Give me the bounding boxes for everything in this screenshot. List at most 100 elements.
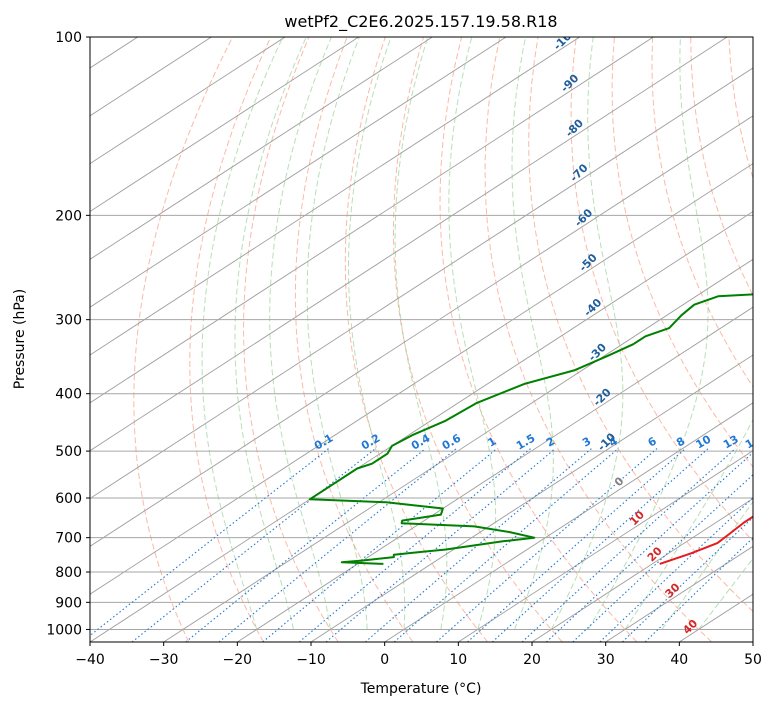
isotherm-line bbox=[90, 37, 359, 213]
dry-adiabat-line bbox=[528, 37, 753, 613]
mixing-ratio-label: 1 bbox=[485, 435, 498, 450]
moist-adiabat-line bbox=[234, 37, 307, 630]
plot-area: 0.10.20.40.611.52346810131620253036-100-… bbox=[90, 37, 775, 642]
mixing-ratio-line bbox=[218, 448, 457, 642]
x-tick-label: −10 bbox=[296, 652, 326, 668]
moist-adiabat-line bbox=[587, 37, 709, 630]
mixing-ratio-label: 0.2 bbox=[359, 432, 382, 453]
isotherm-label: -50 bbox=[577, 251, 600, 274]
y-tick-label: 300 bbox=[55, 313, 82, 329]
moist-adiabat-line bbox=[511, 37, 554, 630]
isotherm-line bbox=[90, 37, 286, 165]
x-axis-ticks: −40 −30 −20 −10 0 10 20 30 40 50 bbox=[75, 642, 762, 668]
isotherm-line bbox=[90, 115, 753, 547]
x-tick-label: 50 bbox=[744, 652, 762, 668]
isotherm-label: 0 bbox=[612, 474, 627, 489]
x-tick-label: 0 bbox=[380, 652, 389, 668]
x-tick-label: 10 bbox=[449, 652, 467, 668]
dewpoint-line bbox=[308, 293, 753, 565]
y-tick-label: 600 bbox=[55, 491, 82, 507]
isotherm-label: -80 bbox=[563, 116, 586, 139]
y-tick-label: 400 bbox=[55, 387, 82, 403]
moist-adiabat-line bbox=[661, 500, 753, 630]
mixing-ratio-label: 10 bbox=[694, 432, 714, 451]
mixing-ratio-line bbox=[599, 497, 753, 642]
mixing-ratio-line bbox=[622, 516, 753, 642]
isotherm-line bbox=[90, 210, 753, 642]
x-tick-label: −30 bbox=[149, 652, 179, 668]
mixing-ratio-line bbox=[325, 448, 556, 642]
mixing-ratio-label: 8 bbox=[674, 435, 687, 450]
moist-adiabat-line bbox=[550, 37, 624, 630]
y-tick-label: 800 bbox=[55, 565, 82, 581]
dry-adiabat-line bbox=[611, 37, 753, 468]
mixing-ratio-line bbox=[521, 448, 736, 642]
dry-adiabat-line bbox=[344, 37, 488, 642]
mixing-ratio-line bbox=[262, 448, 498, 642]
mixing-ratio-line bbox=[393, 448, 619, 642]
dry-adiabat-line bbox=[728, 37, 753, 180]
dry-adiabat-line bbox=[439, 37, 638, 642]
dry-adiabat-line bbox=[393, 37, 563, 642]
dry-adiabat-line bbox=[189, 37, 272, 642]
isotherm-label: -60 bbox=[572, 206, 595, 229]
mixing-ratio-label: 2 bbox=[544, 435, 557, 450]
isotherm-line bbox=[90, 37, 580, 356]
isotherm-line bbox=[163, 258, 753, 642]
isotherm-label: -90 bbox=[558, 71, 581, 94]
mixing-ratio-line bbox=[364, 448, 592, 642]
mixing-ratio-label: 13 bbox=[721, 433, 741, 452]
y-tick-label: 1000 bbox=[46, 622, 82, 638]
mixing-ratio-line bbox=[298, 448, 532, 642]
isotherm-line bbox=[531, 497, 753, 642]
isotherm-line bbox=[90, 37, 507, 308]
moist-adiabat-line bbox=[624, 418, 753, 630]
moist-adiabat-line bbox=[394, 37, 448, 630]
mixing-ratio-label: 16 bbox=[743, 432, 763, 451]
isotherm-label: 10 bbox=[627, 508, 647, 528]
y-tick-label: 500 bbox=[55, 444, 82, 460]
isotherm-line bbox=[90, 37, 212, 117]
y-tick-label: 700 bbox=[55, 531, 82, 547]
isotherm-line bbox=[458, 450, 753, 642]
isotherm-line bbox=[310, 354, 753, 642]
x-axis-label: Temperature (°C) bbox=[360, 681, 482, 697]
isotherms bbox=[90, 37, 753, 642]
profile-series bbox=[308, 293, 753, 565]
y-axis-label: Pressure (hPa) bbox=[12, 289, 28, 389]
moist-adiabat-line bbox=[269, 37, 332, 630]
dry-adiabat-line bbox=[133, 37, 234, 642]
isotherm-line bbox=[90, 37, 654, 404]
isotherm-label: 20 bbox=[645, 544, 665, 564]
isotherm-line bbox=[90, 67, 753, 500]
mixing-ratio-line bbox=[467, 448, 686, 642]
moist-adiabat-line bbox=[306, 37, 368, 630]
dry-adiabat-line bbox=[690, 37, 753, 297]
isotherm-label: -10 bbox=[595, 430, 618, 453]
y-tick-label: 200 bbox=[55, 208, 82, 224]
isotherm-line bbox=[384, 402, 753, 642]
y-axis-ticks: 100 200 300 400 500 600 700 800 900 1000 bbox=[46, 30, 90, 638]
moist-adiabats bbox=[201, 37, 753, 630]
mixing-ratio-lines bbox=[90, 448, 753, 642]
moist-adiabat-line bbox=[201, 37, 284, 630]
dry-adiabat-line bbox=[570, 37, 753, 542]
isotherm-line bbox=[90, 163, 753, 595]
plot-frame bbox=[89, 36, 754, 643]
isotherm-line bbox=[237, 306, 753, 642]
x-tick-label: −20 bbox=[223, 652, 253, 668]
y-tick-label: 100 bbox=[55, 30, 82, 46]
mixing-ratio-label: 3 bbox=[580, 435, 593, 450]
isotherm-label: 40 bbox=[680, 617, 700, 637]
mixing-ratio-label: 0.1 bbox=[312, 432, 335, 453]
mixing-ratio-line bbox=[185, 448, 426, 642]
x-tick-label: 30 bbox=[597, 652, 615, 668]
y-tick-label: 900 bbox=[55, 595, 82, 611]
x-tick-label: 20 bbox=[523, 652, 541, 668]
dry-adiabat-line bbox=[767, 37, 775, 642]
isotherm-line bbox=[752, 641, 753, 642]
mixing-ratio-label: 20 bbox=[767, 432, 775, 451]
isotherm-line bbox=[90, 37, 728, 452]
isotherm-line bbox=[90, 37, 433, 260]
